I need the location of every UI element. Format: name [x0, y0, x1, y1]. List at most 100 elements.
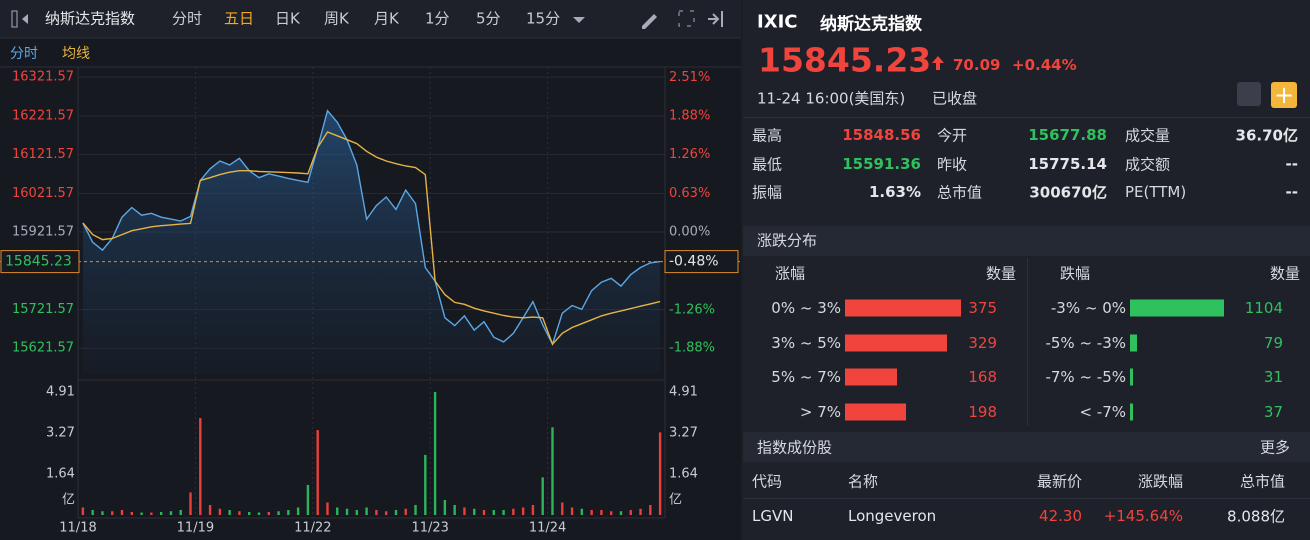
toolbar-tab[interactable]: 周K [324, 10, 350, 28]
divider [743, 498, 1310, 499]
legend-label: 分时 [10, 46, 38, 62]
volume-bar [639, 508, 642, 515]
range-label: -5% ~ -3% [1045, 333, 1126, 352]
distribution-bar [1130, 368, 1133, 386]
section-title: 指数成份股 [757, 438, 833, 457]
stat-value: -- [1285, 183, 1298, 201]
y-tick-label: 16121.57 [12, 147, 74, 162]
y-tick-label: 3.27 [669, 426, 698, 441]
volume-bar [394, 509, 398, 515]
section-header [743, 226, 1310, 256]
section-title: 涨跌分布 [757, 231, 818, 250]
volume-bar [159, 511, 163, 515]
y-tick-label: 1.64 [46, 466, 75, 481]
distribution-bar [845, 299, 961, 317]
volume-bar [189, 492, 192, 515]
volume-bar [267, 511, 270, 515]
volume-bar [404, 508, 407, 515]
column-header: 涨幅 [775, 264, 806, 283]
volume-bar [120, 509, 124, 515]
volume-bar [502, 509, 505, 515]
table-header: 涨跌幅 [1137, 472, 1183, 491]
volume-bar [590, 509, 593, 515]
stat-label: PE(TTM) [1125, 183, 1187, 201]
quote-price: 15845.23 [758, 40, 932, 80]
count-label: 168 [968, 368, 997, 386]
volume-bar [355, 509, 359, 515]
volume-bar [81, 507, 85, 515]
volume-bar [521, 507, 525, 515]
stat-value: -- [1285, 154, 1298, 173]
volume-bar [424, 454, 427, 515]
distribution-bar [1130, 299, 1224, 317]
column-header: 数量 [1269, 264, 1300, 283]
volume-bar [277, 511, 280, 515]
count-label: 31 [1263, 368, 1283, 386]
volume-bar [287, 509, 290, 515]
dropdown-arrow[interactable] [573, 17, 585, 23]
stat-value: 300670亿 [1029, 183, 1107, 202]
collapse-icon[interactable] [708, 11, 723, 27]
count-label: 375 [968, 299, 997, 317]
volume-bar [658, 432, 662, 515]
toolbar-tab[interactable]: 15分 [526, 10, 560, 28]
range-label: 3% ~ 5% [771, 333, 841, 352]
range-label: > 7% [799, 402, 841, 421]
y2-tick-label: 2.51% [669, 70, 710, 85]
y2-tick-label: 0.63% [669, 186, 710, 201]
table-header: 名称 [848, 472, 879, 491]
volume-bar [433, 392, 437, 515]
toolbar-tab[interactable]: 分时 [172, 10, 202, 28]
y-tick-label: 4.91 [669, 385, 698, 400]
volume-bar [199, 418, 202, 515]
volume-bar [463, 507, 466, 515]
up-arrow [932, 56, 944, 70]
volume-bar [140, 512, 143, 515]
current-box [0, 250, 80, 274]
count-label: 79 [1263, 333, 1283, 352]
toolbar-tab[interactable]: 月K [374, 10, 400, 28]
toolbar-tab[interactable]: 日K [275, 10, 301, 28]
draw-icon[interactable] [642, 14, 657, 29]
x-tick-label: 11/18 [59, 521, 96, 536]
volume-bar [336, 507, 339, 515]
quote-name: 纳斯达克指数 [820, 14, 922, 35]
alert-button[interactable] [1237, 82, 1261, 106]
volume-bar [473, 508, 476, 515]
y-tick-label: 15621.57 [12, 341, 74, 356]
more-link[interactable]: 更多 [1259, 438, 1290, 457]
stat-label: 最低 [752, 155, 783, 173]
panel-icon[interactable] [11, 10, 28, 28]
volume-bar [649, 504, 652, 515]
stat-label: 今开 [937, 126, 968, 145]
stat-value: 15677.88 [1028, 126, 1107, 144]
count-label: 198 [968, 402, 997, 421]
count-label: 329 [968, 333, 997, 352]
toolbar-tab[interactable]: 5分 [476, 10, 501, 28]
table-cell[interactable]: LGVN [752, 507, 794, 525]
unit-label: 亿 [669, 493, 682, 508]
stat-value: 15775.14 [1028, 154, 1107, 173]
table-header: 最新价 [1036, 472, 1082, 491]
table-header: 总市值 [1239, 472, 1285, 491]
stat-label: 成交量 [1125, 126, 1171, 145]
range-label: 0% ~ 3% [771, 299, 841, 317]
add-button[interactable]: + [1271, 82, 1297, 108]
volume-bar [150, 512, 153, 515]
toolbar-tab[interactable]: 五日 [224, 10, 254, 28]
toolbar-tab[interactable]: 1分 [425, 10, 450, 28]
price-area [82, 110, 661, 374]
range-label: < -7% [1079, 402, 1126, 421]
current-label: 15845.23 [5, 254, 72, 270]
count-label: 37 [1263, 402, 1283, 421]
volume-bar [326, 502, 329, 515]
series-line [82, 109, 661, 347]
fullscreen-icon[interactable] [678, 10, 695, 27]
current-pct-label: -0.48% [669, 254, 719, 270]
volume-bar [316, 430, 319, 515]
table-cell[interactable]: Longeveron [848, 507, 937, 525]
stat-label: 最高 [752, 126, 783, 145]
volume-bar [541, 477, 544, 515]
volume-bar [238, 511, 241, 515]
